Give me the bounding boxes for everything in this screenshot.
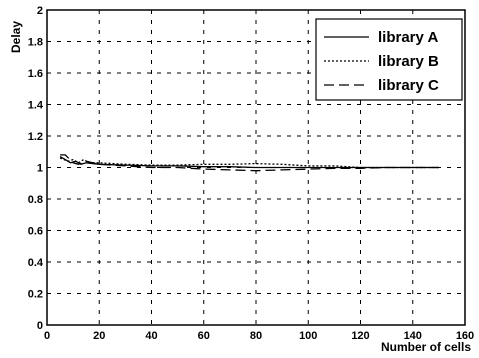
- legend-label: library C: [378, 77, 439, 94]
- x-tick-label: 100: [299, 330, 317, 342]
- plot-frame: [46, 9, 466, 326]
- y-tick-label: 0.2: [28, 289, 43, 301]
- series-line-2: [59, 157, 439, 169]
- y-tick-label: 1.8: [28, 37, 43, 49]
- x-tick-label: 140: [404, 330, 422, 342]
- x-tick-label: 160: [456, 330, 474, 342]
- series-line-3: [60, 154, 439, 172]
- series-lines: [59, 154, 439, 172]
- x-tick-label: 40: [145, 330, 157, 342]
- y-tick-label: 2: [37, 5, 43, 17]
- legend-label: library A: [378, 29, 438, 46]
- tick-labels: 0 20 40 60 80 100 120 140 160 0 0.2 0.4 0.6 0.8 1 1.2 1.…: [28, 5, 474, 342]
- legend-box: [315, 18, 463, 101]
- x-tick-label: 120: [351, 330, 369, 342]
- y-tick-label: 0.8: [28, 194, 43, 206]
- y-tick-label: 1.4: [28, 100, 44, 112]
- x-tick-label: 0: [44, 330, 50, 342]
- y-tick-label: 1.6: [28, 68, 43, 80]
- legend: library A library B library C: [315, 18, 463, 101]
- x-axis-label: Number of cells: [381, 340, 471, 354]
- y-tick-label: 0.6: [28, 226, 43, 238]
- y-tick-label: 1.2: [28, 131, 43, 143]
- legend-label: library B: [378, 53, 439, 70]
- x-tick-label: 80: [250, 330, 262, 342]
- y-axis-label: Delay: [9, 21, 23, 53]
- y-tick-label: 0: [37, 320, 43, 332]
- x-tick-label: 20: [93, 330, 105, 342]
- y-tick-label: 1: [37, 163, 43, 175]
- y-tick-label: 0.4: [28, 257, 44, 269]
- x-tick-label: 60: [198, 330, 210, 342]
